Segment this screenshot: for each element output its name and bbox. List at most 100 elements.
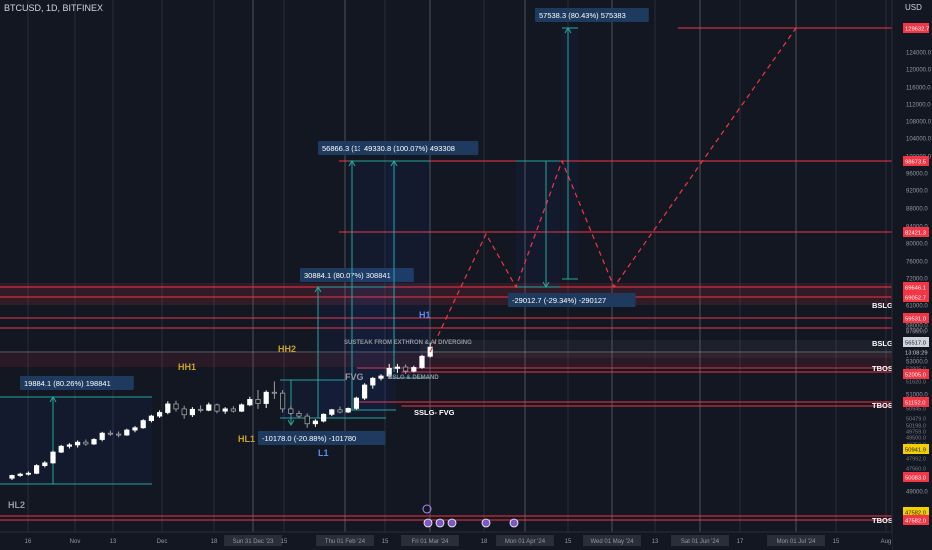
candle — [370, 376, 376, 389]
price-flag: 47582.0 — [903, 515, 929, 525]
candle — [353, 396, 360, 410]
candle-body — [181, 408, 187, 416]
time-tick: Sun 31 Dec '23 — [224, 535, 282, 546]
time-tick-label: 13 — [110, 539, 117, 545]
price-tick-label: 58000.0 — [906, 324, 928, 330]
candle-body — [189, 408, 195, 416]
candle — [25, 471, 32, 476]
price-flag-label: 50941.9 — [905, 448, 926, 454]
candle — [50, 450, 56, 464]
time-tick-label: Dec — [157, 539, 168, 545]
measurement-box — [516, 161, 560, 287]
price-minor-label: 47560.0 — [906, 467, 926, 473]
candle-body — [312, 420, 319, 425]
price-flag: 98673.5 — [903, 156, 929, 166]
candle-body — [288, 408, 294, 414]
time-tick-label: Aug — [881, 539, 892, 545]
measurement-label-bg — [20, 376, 134, 390]
candle-body — [83, 441, 89, 445]
price-tick-label: 104000.0 — [906, 137, 932, 143]
measurement-tool: -29012.7 (-29.34%) -290127 — [508, 160, 636, 307]
currency-label: USD — [905, 3, 922, 12]
time-tick-label: 16 — [25, 539, 32, 545]
candle — [394, 363, 401, 373]
candle-body — [386, 367, 392, 377]
annotation-label: FVG — [345, 372, 364, 382]
candle — [402, 364, 409, 374]
price-tick-label: 49000.0 — [906, 490, 928, 496]
price-tick-label: 96000.0 — [906, 172, 928, 178]
candle — [189, 407, 195, 417]
symbol-title: BTCUSD, 1D, BITFINEX — [4, 3, 104, 13]
candle-body — [304, 415, 310, 425]
time-tick-label: 18 — [211, 539, 218, 545]
time-tick: Sat 01 Jun '24 — [671, 535, 729, 546]
price-minor-label: 57000.0 — [906, 330, 926, 336]
time-tick-label: Sat 01 Jun '24 — [681, 539, 720, 545]
candle — [296, 410, 302, 419]
candle — [107, 430, 113, 436]
price-tick-label: 88000.0 — [906, 207, 928, 213]
candle-body — [279, 392, 286, 410]
candle — [165, 401, 171, 415]
candle-body — [329, 409, 335, 415]
price-minor-label: 50945.0 — [906, 407, 926, 413]
event-icon — [509, 518, 519, 528]
price-minor-label: 50479.0 — [906, 417, 926, 423]
price-flag: 69646.1 — [903, 282, 929, 292]
price-flag: 82421.3 — [903, 227, 929, 237]
candle-body — [378, 375, 384, 379]
price-flag-bg — [903, 347, 929, 357]
candle — [9, 474, 15, 480]
price-flag: 56517.0 — [903, 337, 929, 347]
price-flag-bg — [903, 397, 929, 407]
annotation-label: BSLG & DEMAND — [388, 375, 439, 381]
time-axis: 16 Nov 13 Dec 18 Sun 31 Dec '23 15 Thu 01 Feb '… — [25, 535, 892, 546]
candle — [337, 406, 343, 414]
candle-body — [238, 404, 245, 412]
annotation-label: BSLG — [872, 339, 893, 348]
event-icon — [435, 518, 445, 528]
price-tick-label: 92000.0 — [906, 189, 928, 195]
price-flag-bg — [903, 292, 929, 302]
candle — [156, 410, 163, 418]
candle-body — [230, 408, 236, 412]
candle-body — [116, 433, 122, 436]
price-flag-bg — [903, 444, 929, 454]
price-tick-label: 116000.0 — [906, 86, 931, 92]
candle — [411, 365, 417, 373]
time-tick: 18 — [481, 539, 488, 545]
time-tick-highlight — [496, 535, 554, 546]
candle-body — [263, 391, 269, 404]
annotation-label: TBOS CT — [872, 364, 905, 373]
candle — [329, 408, 335, 417]
measurement-arrowhead — [542, 281, 550, 288]
time-tick-label: 18 — [481, 539, 488, 545]
price-tick-label: 76000.0 — [906, 260, 928, 266]
price-minor-label: 49759.0 — [906, 430, 926, 436]
candle-body — [58, 445, 64, 453]
time-tick: 15 — [833, 539, 840, 545]
annotation-label: HL2 — [8, 500, 25, 510]
candle — [312, 419, 319, 427]
candle-body — [247, 399, 253, 406]
candle — [124, 428, 130, 436]
price-flag: 59531.0 — [903, 313, 929, 323]
time-tick-label: Wed 01 May '24 — [590, 539, 634, 545]
price-tick-label: 112000.0 — [906, 103, 931, 109]
candle — [304, 413, 310, 428]
candle — [91, 438, 97, 445]
candle-body — [99, 432, 105, 440]
price-flag-bg — [903, 313, 929, 323]
price-flag-label: 47582.0 — [905, 511, 926, 517]
candle — [99, 431, 105, 442]
candle-body — [132, 427, 138, 431]
price-flag: 51152.0 — [903, 397, 929, 407]
price-flag-bg — [903, 337, 929, 347]
measurement-box — [562, 28, 578, 279]
price-tick-label: 124000.0 — [906, 51, 932, 57]
time-tick: 18 — [211, 539, 218, 545]
candle — [386, 363, 392, 378]
time-tick-label: 17 — [737, 539, 744, 545]
